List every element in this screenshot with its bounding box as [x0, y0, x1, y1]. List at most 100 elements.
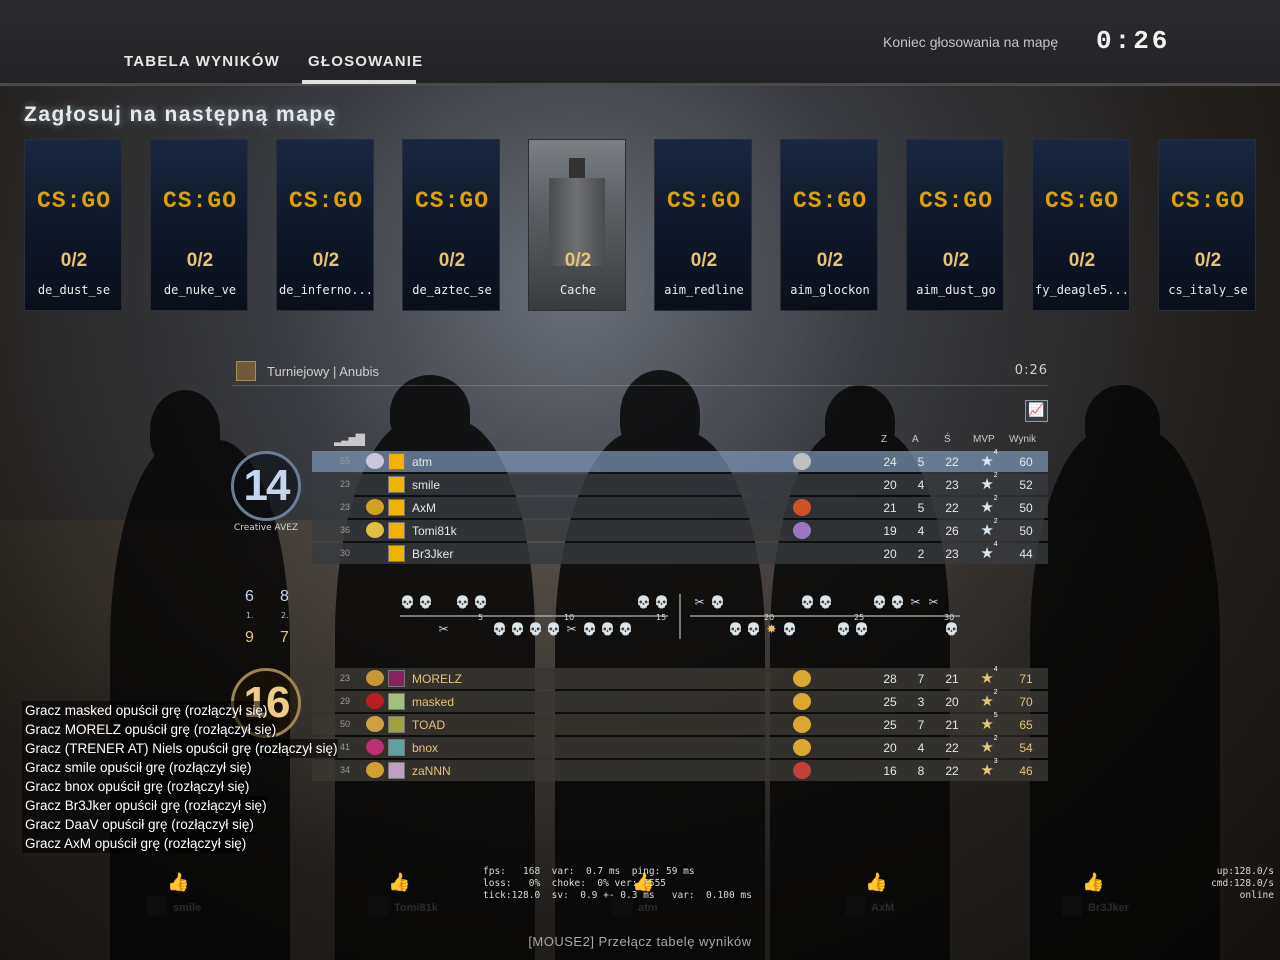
player-row[interactable]: 23 AxM 21 5 22 ★2 50 [312, 495, 1048, 518]
map-name: de_inferno... [279, 283, 373, 297]
player-ping: 23 [339, 502, 350, 512]
player-row[interactable]: 41 bnox 20 4 22 ★2 54 [312, 735, 1048, 758]
player-deaths: 20 [945, 695, 959, 709]
map-name: de_dust_se [37, 283, 111, 297]
player-row[interactable]: 34 zaNNN 16 8 22 ★3 46 [312, 758, 1048, 781]
avatar[interactable] [388, 545, 405, 562]
player-kills: 20 [883, 478, 897, 492]
map-card[interactable]: CS:GO 0/2 aim_glockon [780, 139, 878, 311]
avatar [1062, 896, 1082, 916]
player-name[interactable]: bnox [412, 741, 439, 755]
player-row[interactable]: 55 atm 24 5 22 ★4 60 [312, 449, 1048, 472]
service-coin-icon [793, 522, 811, 539]
vote-end-label: Koniec głosowania na mapę [883, 34, 1059, 50]
player-score: 50 [1019, 501, 1033, 515]
avatar[interactable] [388, 693, 405, 710]
mvp-count: 5 [993, 712, 998, 719]
player-deaths: 22 [945, 741, 959, 755]
map-card[interactable]: CS:GO 0/2 aim_dust_go [906, 139, 1004, 311]
player-row[interactable]: 36 Tomi81k 19 4 26 ★2 50 [312, 518, 1048, 541]
netgraph-up: up:128.0/s [1216, 866, 1274, 877]
player-row[interactable]: 23 smile 20 4 23 ★2 52 [312, 472, 1048, 495]
avatar[interactable] [388, 499, 405, 516]
tab-voting[interactable]: GŁOSOWANIE [308, 53, 424, 70]
player-name[interactable]: atm [412, 455, 433, 469]
tab-scoreboard[interactable]: TABELA WYNIKÓW [124, 53, 280, 70]
toggle-scoreboard-hint: [MOUSE2] Przełącz tabelę wyników [528, 934, 752, 949]
player-assists: 7 [917, 672, 925, 686]
mvp-count: 2 [993, 495, 998, 502]
round-elimination-icon: 💀 [492, 622, 507, 636]
avatar[interactable] [388, 522, 405, 539]
player-name[interactable]: MORELZ [412, 672, 463, 686]
player-kills: 25 [883, 718, 897, 732]
spectator-name: atm [638, 902, 658, 914]
map-card[interactable]: CS:GO 0/2 de_nuke_ve [150, 139, 248, 311]
map-card[interactable]: 0/2 Cache [528, 139, 626, 311]
avatar [368, 896, 388, 916]
avatar[interactable] [388, 476, 405, 493]
player-kills: 24 [883, 455, 897, 469]
round-elimination-icon: 💀 [728, 622, 743, 636]
player-ping: 41 [339, 742, 350, 752]
game-mode-icon [236, 361, 256, 381]
map-vote-count: 0/2 [690, 250, 718, 271]
mvp-count: 3 [993, 758, 998, 765]
col-kills: Z [881, 434, 888, 445]
round-elimination-icon: 💀 [746, 622, 761, 636]
player-row[interactable]: 30 Br3Jker 20 2 23 ★4 44 [312, 541, 1048, 564]
half-divider [679, 594, 681, 639]
round-elimination-icon: 💀 [473, 595, 488, 609]
player-score: 65 [1019, 718, 1033, 732]
player-name[interactable]: TOAD [412, 718, 446, 732]
rank-medal-icon [366, 762, 384, 778]
spectator-name: Br3Jker [1088, 902, 1129, 914]
round-elimination-icon: 💀 [782, 622, 797, 636]
map-card[interactable]: CS:GO 0/2 de_dust_se [24, 139, 122, 311]
mvp-count: 4 [993, 541, 998, 548]
avatar[interactable] [388, 670, 405, 687]
player-name[interactable]: masked [412, 695, 455, 709]
player-name[interactable]: smile [412, 478, 441, 492]
round-elimination-icon: 💀 [710, 595, 725, 609]
player-assists: 5 [917, 455, 925, 469]
player-name[interactable]: Br3Jker [412, 547, 454, 561]
avatar[interactable] [388, 762, 405, 779]
player-score: 70 [1019, 695, 1033, 709]
chat-message: Gracz bnox opuścił grę (rozłączył się) [22, 777, 250, 796]
player-row[interactable]: 23 MORELZ 28 7 21 ★4 71 [312, 666, 1048, 689]
map-vote-count: 0/2 [1068, 250, 1096, 271]
round-elimination-icon: 💀 [618, 622, 633, 636]
mvp-star-icon: ★5 [980, 712, 998, 733]
round-elimination-icon: 💀 [600, 622, 615, 636]
csgo-logo-icon: CS:GO [792, 188, 867, 214]
chat-message: Gracz smile opuścił grę (rozłączył się) [22, 758, 252, 777]
map-card[interactable]: CS:GO 0/2 aim_redline [654, 139, 752, 311]
player-row[interactable]: 50 TOAD 25 7 21 ★5 65 [312, 712, 1048, 735]
map-card[interactable]: CS:GO 0/2 de_aztec_se [402, 139, 500, 311]
player-row[interactable]: 29 masked 25 3 20 ★2 70 [312, 689, 1048, 712]
round-elimination-icon: 💀 [944, 622, 959, 636]
round-defuse-icon: ✂ [694, 595, 705, 609]
map-card[interactable]: CS:GO 0/2 cs_italy_se [1158, 139, 1256, 311]
avatar[interactable] [388, 739, 405, 756]
mvp-star-icon: ★3 [980, 758, 998, 779]
map-card[interactable]: CS:GO 0/2 fy_deagle5... [1032, 139, 1130, 311]
player-name[interactable]: Tomi81k [412, 524, 457, 538]
avatar[interactable] [388, 453, 405, 470]
netgraph-line-3: tick:128.0 sv: 0.9 +- 0.3 ms var: 0.100 … [483, 890, 752, 901]
netgraph: fps: 168 var: 0.7 ms ping: 59 ms loss: 0%… [483, 866, 752, 902]
player-deaths: 22 [945, 764, 959, 778]
map-card[interactable]: CS:GO 0/2 de_inferno... [276, 139, 374, 311]
avatar[interactable] [388, 716, 405, 733]
avatar [147, 896, 167, 916]
ct-first-half-score: 6 [245, 588, 254, 605]
player-ping: 50 [339, 719, 350, 729]
vote-timer: 0:26 [1096, 26, 1171, 56]
player-name[interactable]: AxM [412, 501, 436, 515]
ct-team-name: Creative AVEZ [233, 523, 299, 533]
round-defuse-icon: ✂ [566, 622, 577, 636]
graph-icon[interactable]: 📈 [1025, 400, 1048, 422]
player-name[interactable]: zaNNN [412, 764, 451, 778]
player-deaths: 21 [945, 718, 959, 732]
